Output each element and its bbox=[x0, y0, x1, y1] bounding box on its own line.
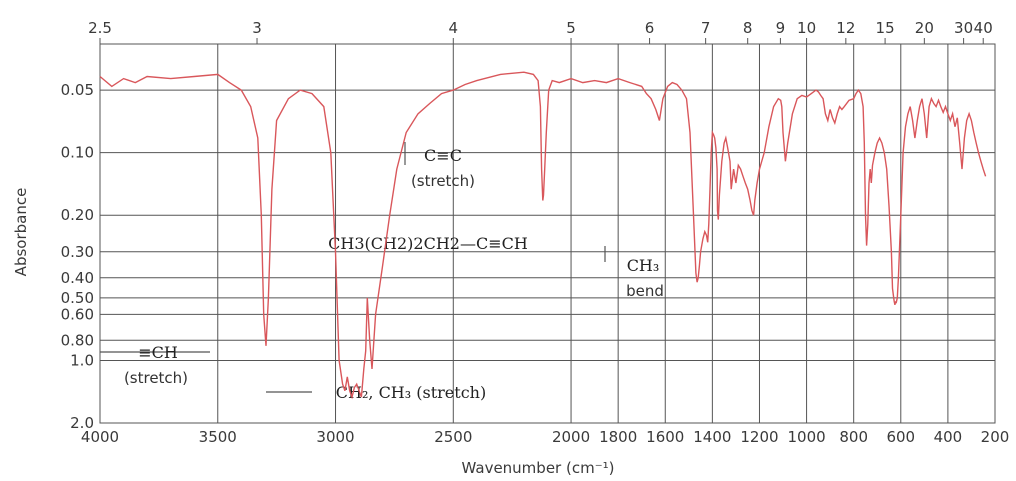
x-tick-label: 4000 bbox=[81, 428, 119, 446]
spectrum-series-line bbox=[99, 71, 987, 400]
top-tick-label: 7 bbox=[701, 19, 711, 37]
y-tick-label: 0.20 bbox=[61, 206, 94, 224]
x-tick-label: 1800 bbox=[599, 428, 637, 446]
x-tick-label: 3500 bbox=[199, 428, 237, 446]
top-tick-label: 20 bbox=[915, 19, 934, 37]
top-tick-label: 2.5 bbox=[88, 19, 112, 37]
x-tick-label: 2000 bbox=[552, 428, 590, 446]
y-tick-label: 0.10 bbox=[61, 144, 94, 162]
ch2-ch3-stretch-label: CH₂, CH₃ (stretch) bbox=[336, 383, 486, 402]
top-tick-label: 3 bbox=[252, 19, 262, 37]
top-tick-label: 10 bbox=[797, 19, 816, 37]
top-tick-label: 4 bbox=[449, 19, 459, 37]
ch3-bend-label: CH₃ bbox=[627, 256, 660, 275]
y-axis-title: Absorbance bbox=[12, 188, 30, 277]
y-tick-label: 2.0 bbox=[70, 414, 94, 432]
cc-stretch-label: C≡C bbox=[424, 146, 462, 165]
top-tick-label: 8 bbox=[743, 19, 753, 37]
ch-stretch-sublabel: (stretch) bbox=[124, 369, 188, 387]
x-tick-label: 2500 bbox=[434, 428, 472, 446]
top-tick-label: 9 bbox=[776, 19, 786, 37]
top-tick-label: 15 bbox=[876, 19, 895, 37]
grid-layer bbox=[99, 38, 996, 424]
top-tick-label: 6 bbox=[645, 19, 655, 37]
x-tick-label: 400 bbox=[934, 428, 963, 446]
top-tick-label: 5 bbox=[566, 19, 576, 37]
top-tick-label: 12 bbox=[836, 19, 855, 37]
x-tick-label: 1000 bbox=[787, 428, 825, 446]
x-tick-label: 1200 bbox=[740, 428, 778, 446]
cc-stretch-sublabel: (stretch) bbox=[411, 172, 475, 190]
x-tick-label: 800 bbox=[839, 428, 868, 446]
x-tick-label: 600 bbox=[886, 428, 915, 446]
tick-label-layer: 4000 3500 3000 2500 2000 1800 1600 1400 1200 1000… bbox=[61, 19, 1010, 446]
annotation-layer: C≡C (stretch) CH3(CH2)2CH2—C≡CH ≡CH (str… bbox=[100, 142, 664, 402]
y-tick-label: 1.0 bbox=[70, 351, 94, 369]
y-tick-label: 0.30 bbox=[61, 243, 94, 261]
top-tick-label: 30 bbox=[954, 19, 973, 37]
y-tick-label: 0.40 bbox=[61, 269, 94, 287]
y-tick-label: 0.05 bbox=[61, 81, 94, 99]
x-tick-label: 1600 bbox=[646, 428, 684, 446]
x-tick-label: 1400 bbox=[693, 428, 731, 446]
x-tick-label: 200 bbox=[981, 428, 1010, 446]
y-tick-label: 0.50 bbox=[61, 289, 94, 307]
x-axis-title: Wavenumber (cm⁻¹) bbox=[462, 459, 615, 477]
y-tick-label: 0.80 bbox=[61, 331, 94, 349]
top-tick-label: 40 bbox=[974, 19, 993, 37]
x-tick-label: 3000 bbox=[316, 428, 354, 446]
ch-stretch-label: ≡CH bbox=[138, 343, 178, 362]
y-tick-label: 0.60 bbox=[61, 305, 94, 323]
compound-formula-label: CH3(CH2)2CH2—C≡CH bbox=[328, 234, 528, 253]
ch3-bend-sublabel: bend bbox=[626, 282, 664, 300]
